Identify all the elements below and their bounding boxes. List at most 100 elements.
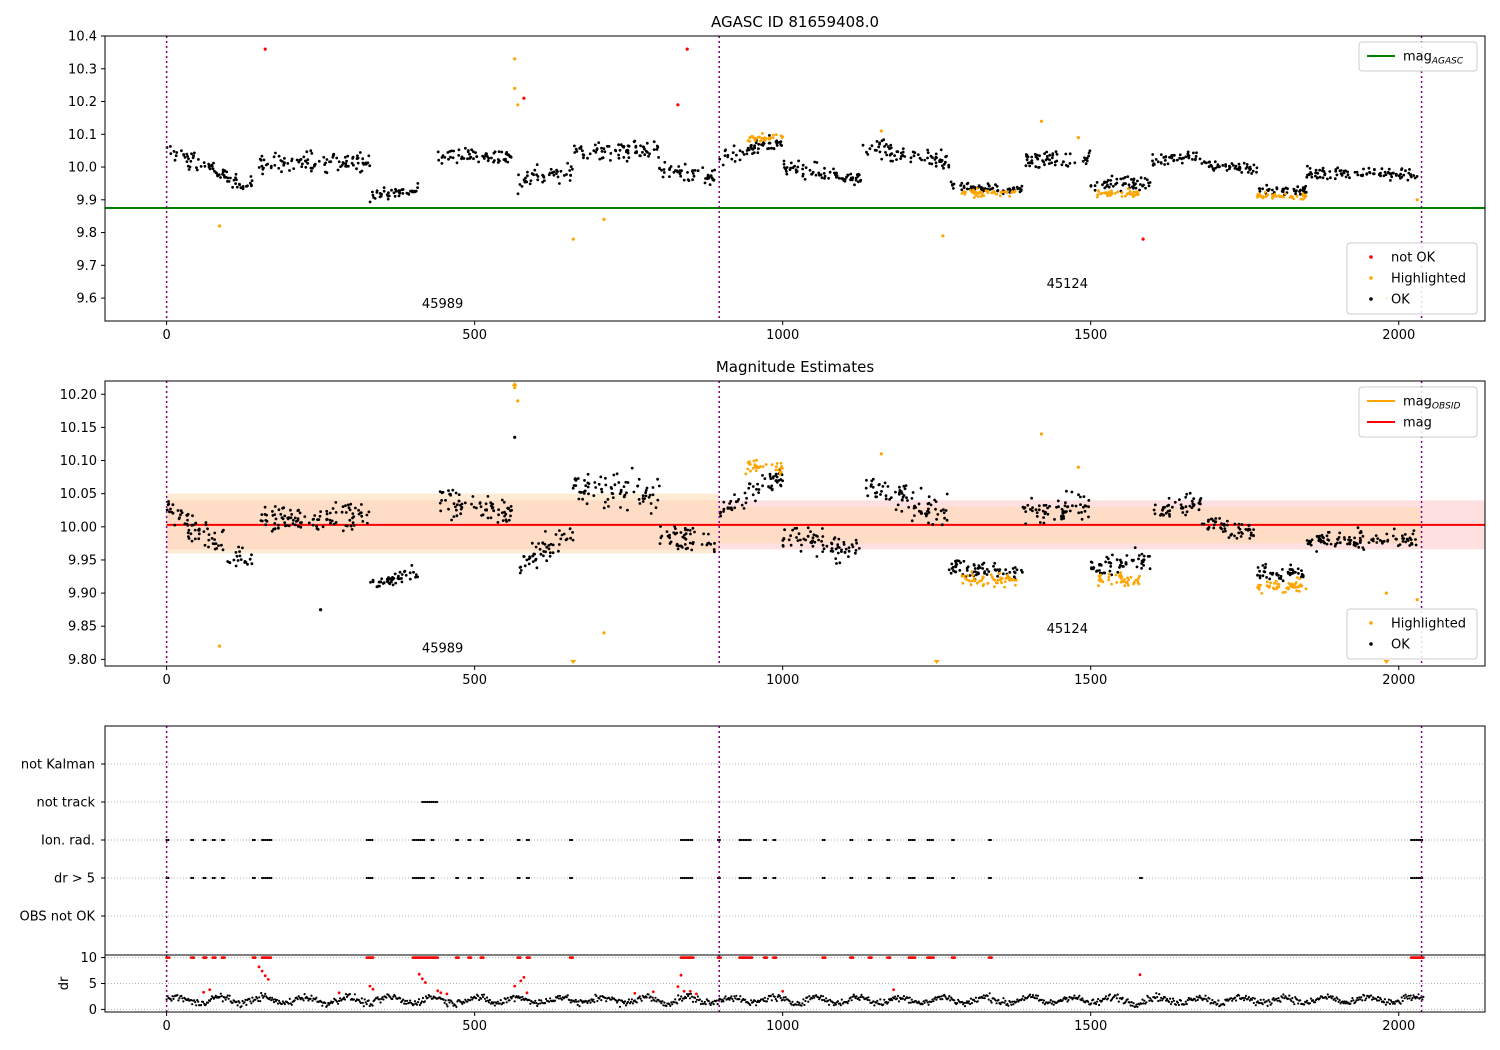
ok-point [1142, 564, 1145, 567]
flag-label-ion-rad: Ion. rad. [41, 834, 95, 849]
ok-point [516, 192, 520, 196]
ok-point [920, 158, 923, 162]
highlighted-point [774, 468, 778, 472]
ok-point [1221, 164, 1225, 167]
dr-point [565, 996, 568, 999]
ok-point [545, 545, 549, 549]
highlighted-point [1003, 580, 1007, 583]
ok-point [618, 148, 622, 152]
ok-point [317, 159, 321, 163]
highlighted-edge-marker [570, 660, 577, 664]
dr-point [1135, 1003, 1138, 1006]
ok-point [1249, 531, 1253, 535]
flag-point [1417, 838, 1420, 842]
ok-point [1255, 170, 1258, 174]
ok-point [397, 574, 400, 578]
ok-point [1365, 172, 1369, 176]
ok-point [454, 505, 457, 509]
ok-point [1348, 541, 1352, 545]
ok-point [1077, 493, 1080, 497]
ok-point [1028, 161, 1032, 165]
ok-point [811, 539, 814, 543]
dr-point [455, 1005, 458, 1009]
ok-point [679, 174, 683, 178]
ok-point [806, 526, 810, 530]
highlighted-point [1282, 195, 1286, 199]
ok-point [178, 516, 181, 520]
dr-point [1345, 1000, 1348, 1003]
ok-point [1353, 536, 1356, 540]
ok-point [1089, 560, 1093, 564]
flag-point [415, 876, 418, 880]
ok-point [220, 543, 223, 547]
ok-point [1305, 539, 1309, 542]
ok-point [1358, 531, 1362, 535]
ok-point [1314, 168, 1318, 172]
ok-point [259, 158, 263, 162]
highlighted-point [1010, 577, 1014, 581]
ok-point [641, 500, 645, 503]
highlighted-point [1272, 587, 1276, 591]
ok-point [600, 156, 604, 160]
dr-point [681, 999, 684, 1002]
ok-point [305, 150, 309, 154]
dr-point [887, 1001, 890, 1004]
y-tick-label: 9.95 [68, 553, 97, 568]
ok-point [1001, 572, 1005, 576]
dr-point [669, 1004, 672, 1008]
flag-point [886, 876, 889, 880]
highlighted-point [986, 191, 990, 195]
ok-point [1004, 568, 1008, 572]
dr-point [727, 997, 730, 1000]
dr-point [909, 1001, 912, 1004]
flag-point [165, 838, 168, 842]
highlighted-point [961, 581, 965, 585]
ok-point [1015, 568, 1019, 572]
ok-point [1171, 505, 1174, 509]
highlighted-point [990, 191, 994, 195]
ok-point [457, 499, 461, 503]
flag-point [419, 876, 422, 880]
ok-point [296, 525, 300, 528]
dr-point [1350, 1000, 1353, 1003]
ok-point [891, 159, 894, 163]
highlighted-point [941, 234, 945, 238]
flag-point [744, 838, 747, 842]
ok-point [1268, 577, 1272, 581]
ok-point [1401, 540, 1405, 543]
highlighted-point [1001, 190, 1005, 194]
ok-point [880, 490, 883, 493]
ok-point [800, 543, 803, 547]
obsid-label: 45989 [422, 297, 463, 312]
dr-point [687, 993, 691, 996]
ok-point [1281, 579, 1285, 583]
ok-point [259, 519, 263, 522]
dr-point [855, 995, 858, 998]
magnitude-points [165, 382, 1419, 664]
ok-point [823, 174, 827, 178]
ok-point [440, 499, 443, 502]
ok-point [526, 170, 529, 174]
flag-point [928, 838, 931, 842]
ok-point [375, 191, 379, 194]
ok-point [1151, 153, 1155, 156]
highlighted-point [1415, 598, 1419, 602]
plot-background [105, 36, 1485, 321]
ok-point [1041, 159, 1044, 163]
dr-point [574, 998, 577, 1002]
ok-point [519, 569, 523, 572]
dr-point [775, 999, 778, 1003]
ok-point [325, 158, 329, 161]
dr-point [1070, 996, 1073, 999]
dr-point [1252, 1001, 1255, 1005]
ok-point [1288, 568, 1292, 571]
flag-point [772, 838, 775, 842]
ok-point [1134, 186, 1138, 190]
highlighted-point [967, 579, 971, 582]
ok-point [1159, 513, 1162, 517]
ok-point [510, 508, 513, 512]
ok-point [562, 174, 566, 177]
dr-point [442, 998, 445, 1001]
